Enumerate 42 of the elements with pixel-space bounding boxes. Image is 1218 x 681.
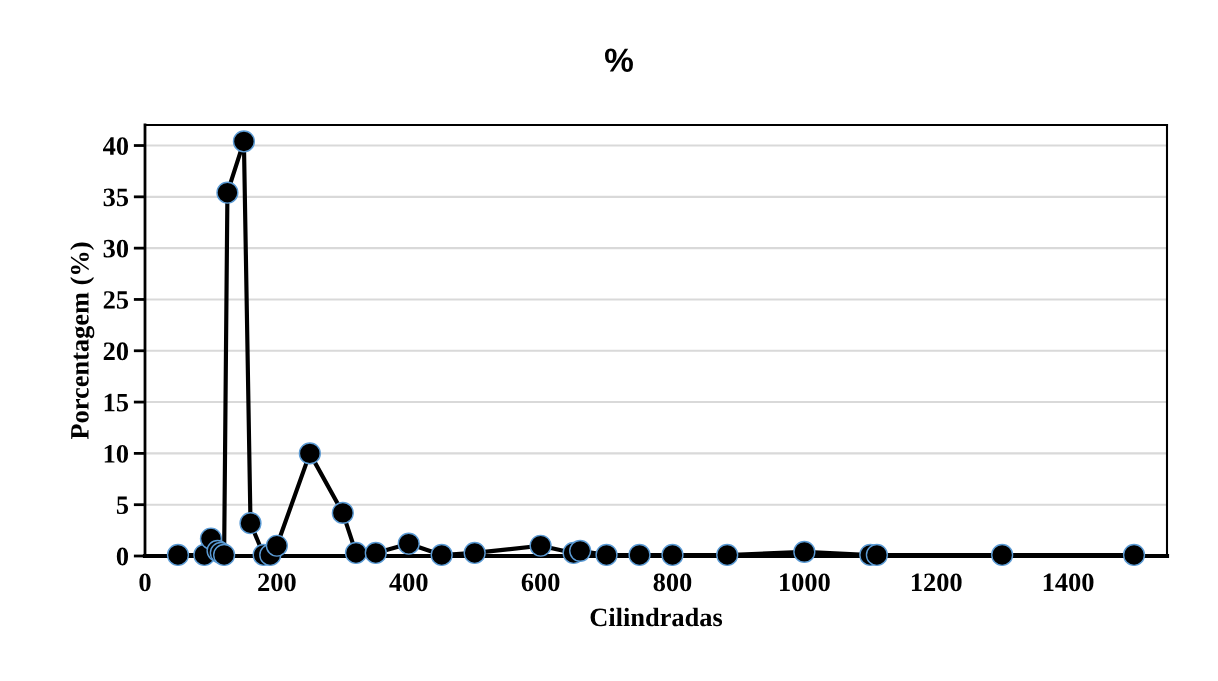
point — [716, 543, 739, 567]
y-tick-label: 30 — [103, 239, 129, 258]
x-tick-label: 1400 — [1043, 573, 1094, 592]
point — [331, 501, 354, 525]
point — [569, 539, 592, 562]
point — [865, 543, 888, 567]
y-tick-label: 15 — [104, 393, 129, 412]
point — [661, 543, 684, 567]
point — [216, 181, 239, 204]
point — [239, 512, 262, 535]
point — [364, 541, 387, 565]
point — [298, 442, 321, 465]
point — [1122, 543, 1146, 567]
x-tick-label: 1200 — [911, 573, 962, 592]
point — [628, 543, 651, 567]
y-tick-label: 25 — [103, 291, 129, 309]
x-tick-label: 800 — [653, 573, 692, 592]
x-tick-label: 200 — [258, 573, 296, 592]
point — [344, 541, 368, 565]
chart-title: % — [605, 48, 633, 72]
point — [232, 130, 256, 153]
point — [430, 543, 453, 567]
y-tick-label: 5 — [116, 496, 129, 515]
point — [265, 534, 288, 557]
point — [529, 534, 552, 557]
x-axis-title: Cilindradas — [590, 607, 723, 627]
y-tick-label: 40 — [103, 137, 129, 155]
y-tick-label: 20 — [103, 342, 129, 361]
y-tick-label: 0 — [116, 547, 129, 566]
point — [991, 543, 1014, 567]
point — [793, 540, 816, 564]
y-tick-label: 35 — [103, 188, 129, 207]
point — [166, 543, 190, 567]
point — [463, 541, 486, 565]
point — [595, 543, 618, 567]
point — [397, 532, 420, 555]
x-tick-label: 1000 — [780, 573, 830, 592]
y-tick-label: 10 — [104, 444, 129, 463]
x-tick-label: 400 — [389, 573, 428, 592]
x-tick-label: 0 — [139, 573, 151, 592]
y-axis-title: Porcentagem (%) — [70, 242, 95, 440]
x-tick-label: 600 — [521, 573, 560, 592]
